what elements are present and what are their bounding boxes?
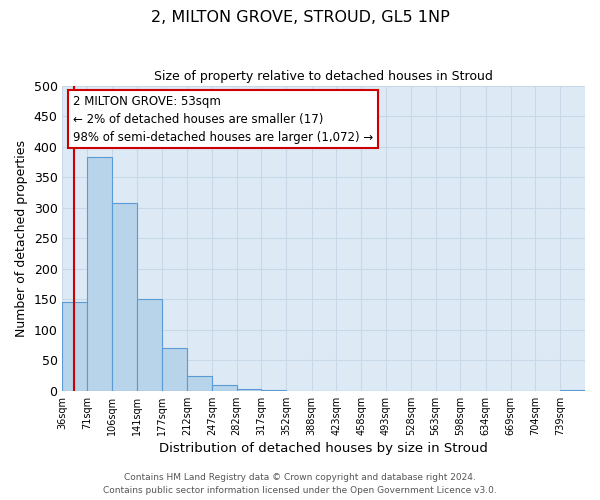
Text: Contains HM Land Registry data © Crown copyright and database right 2024.
Contai: Contains HM Land Registry data © Crown c… — [103, 474, 497, 495]
Bar — [187, 376, 212, 391]
Bar — [62, 302, 87, 391]
Bar — [560, 390, 585, 391]
Bar — [262, 390, 286, 391]
Bar — [137, 299, 161, 391]
Bar — [162, 348, 187, 391]
X-axis label: Distribution of detached houses by size in Stroud: Distribution of detached houses by size … — [159, 442, 488, 455]
Bar — [236, 389, 262, 391]
Bar — [112, 203, 137, 391]
Y-axis label: Number of detached properties: Number of detached properties — [15, 140, 28, 336]
Text: 2 MILTON GROVE: 53sqm
← 2% of detached houses are smaller (17)
98% of semi-detac: 2 MILTON GROVE: 53sqm ← 2% of detached h… — [73, 94, 373, 144]
Bar — [212, 384, 236, 391]
Title: Size of property relative to detached houses in Stroud: Size of property relative to detached ho… — [154, 70, 493, 83]
Text: 2, MILTON GROVE, STROUD, GL5 1NP: 2, MILTON GROVE, STROUD, GL5 1NP — [151, 10, 449, 25]
Bar — [87, 157, 112, 391]
